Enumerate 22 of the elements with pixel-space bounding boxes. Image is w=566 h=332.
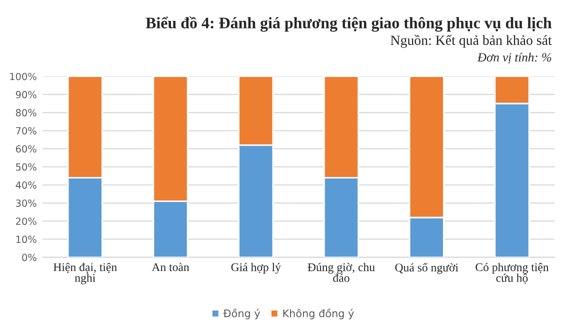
y-tick-label: 0%: [22, 254, 36, 262]
y-tick-label: 10%: [16, 236, 36, 244]
x-tick-label: Hiện đại, tiện nghi: [54, 262, 117, 284]
legend-label: Đồng ý: [223, 308, 260, 320]
chart-title: Biểu đồ 4: Đánh giá phương tiện giao thông phục vụ du lịch: [146, 16, 552, 32]
x-tick-label: Có phương tiện cứu hộ: [476, 262, 549, 284]
y-tick-label: 80%: [16, 109, 36, 116]
text: Nguồn: Kết quả bản khảo sát: [390, 34, 552, 48]
y-tick-label: 50%: [16, 163, 36, 171]
y-tick-label: 90%: [16, 90, 36, 98]
legend-label: Không đồng ý: [283, 308, 354, 320]
y-tick-label: 60%: [16, 145, 36, 153]
y-tick-label: 20%: [16, 218, 36, 225]
x-tick-label: Giá hợp lý: [231, 262, 281, 274]
y-tick-label: 40%: [16, 181, 36, 189]
x-tick-label: Đúng giờ, chu đáo: [308, 262, 375, 282]
y-tick-label: 100%: [10, 72, 36, 80]
x-tick-label: Quá số người: [395, 262, 458, 274]
y-tick-label: 70%: [16, 127, 36, 134]
text: Đơn vị tính: %: [477, 52, 552, 64]
y-tick-label: 30%: [16, 199, 36, 207]
x-tick-label: An toàn: [152, 262, 190, 272]
